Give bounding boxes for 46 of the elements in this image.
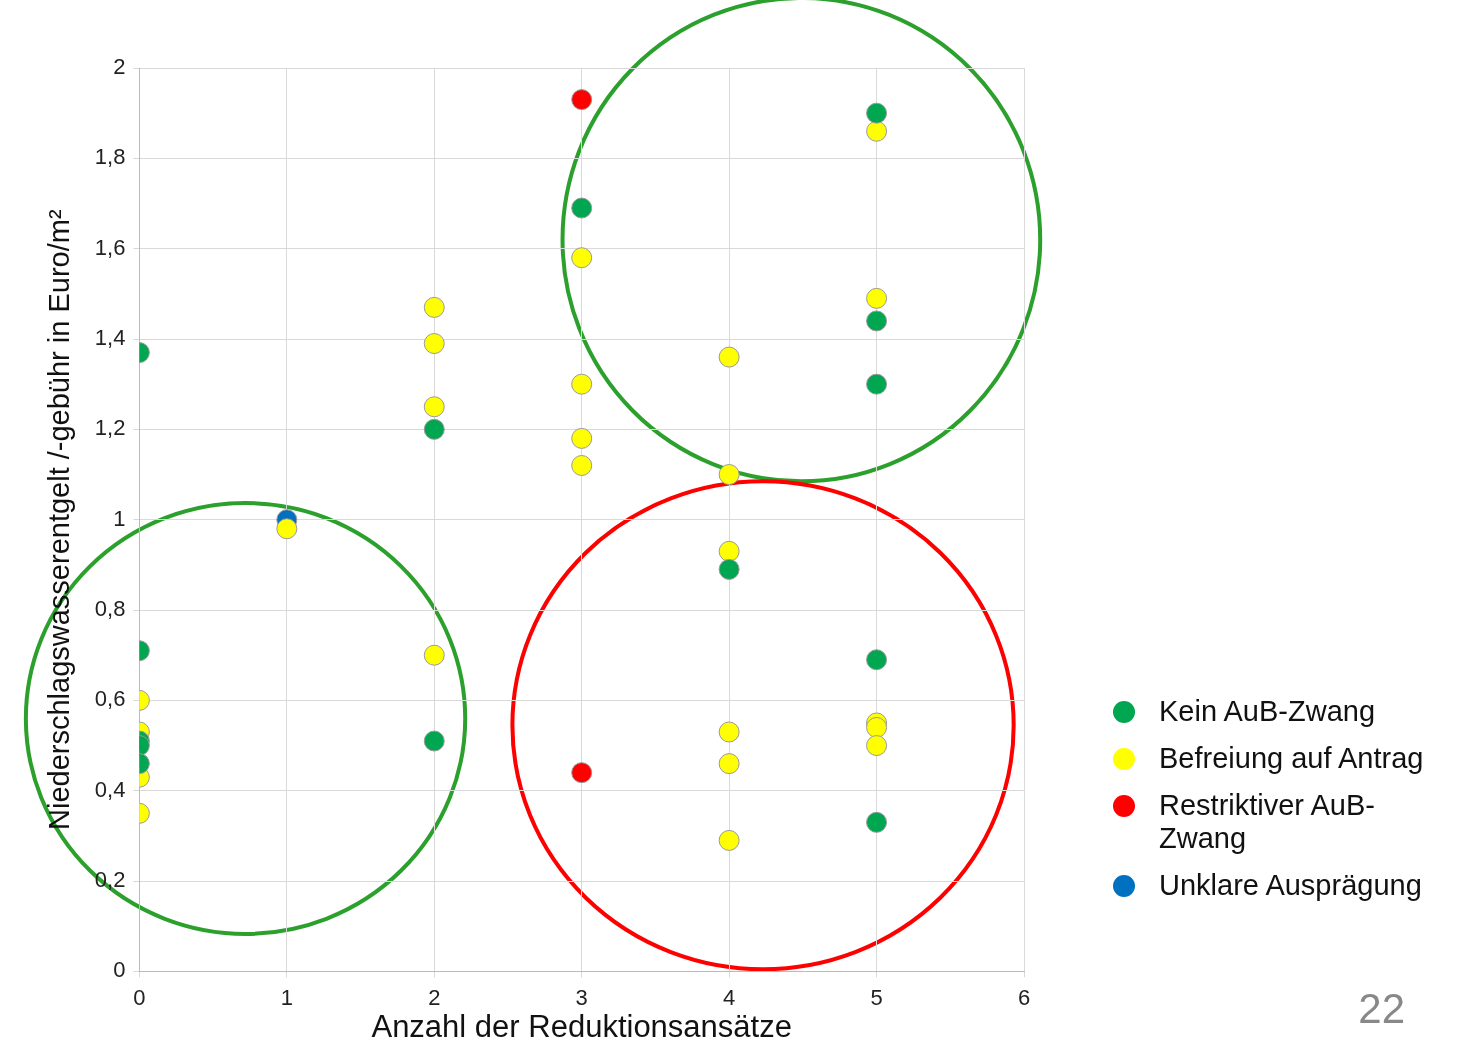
x-tick-label: 4 — [723, 984, 736, 1010]
point — [866, 373, 888, 395]
point — [866, 287, 888, 309]
x-tick-label: 3 — [575, 984, 588, 1010]
y-tick-label: 1,6 — [94, 234, 126, 260]
y-tick-label: 1,2 — [94, 415, 126, 441]
point — [866, 735, 888, 757]
y-axis-title: Niederschlagswasserentgelt /-gebühr in Euro/m² — [43, 209, 76, 830]
y-tick-label: 0,6 — [94, 686, 126, 712]
point — [866, 102, 888, 124]
y-tick-label: 0,4 — [94, 776, 126, 802]
point — [718, 464, 740, 486]
point — [571, 89, 593, 111]
point — [571, 455, 593, 476]
point — [571, 762, 593, 784]
y-tick-label: 0 — [113, 957, 126, 983]
point — [866, 310, 888, 332]
point — [718, 753, 740, 775]
x-tick-label: 6 — [1017, 984, 1031, 1010]
y-tick-label: 1 — [113, 505, 126, 531]
legend-label: Befreiung auf Antrag — [1159, 742, 1424, 775]
y-tick-label: 1,4 — [94, 325, 126, 351]
x-tick-label: 2 — [428, 984, 441, 1010]
text: 22 — [1358, 985, 1405, 1033]
legend-label: Kein AuB-Zwang — [1159, 695, 1376, 728]
point — [571, 427, 593, 449]
legend-label: Restriktiver AuB-Zwang — [1159, 789, 1376, 855]
y-tick-label: 0,8 — [94, 596, 126, 622]
point — [718, 346, 740, 368]
point — [866, 649, 888, 671]
y-tick-label: 1,8 — [94, 144, 126, 170]
x-axis-title: Anzahl der Reduktionsansätze — [371, 1008, 792, 1044]
point — [718, 829, 740, 851]
y-tick-label: 2 — [113, 54, 126, 80]
x-tick-label: 0 — [133, 984, 146, 1010]
point — [866, 811, 888, 833]
point — [571, 197, 593, 219]
x-tick-label: 1 — [280, 984, 293, 1010]
point — [718, 558, 740, 580]
point — [718, 540, 740, 562]
x-tick-label: 5 — [870, 984, 883, 1010]
legend-label: Unklare Ausprägung — [1159, 869, 1422, 902]
point — [571, 247, 593, 269]
point — [571, 373, 593, 395]
point — [866, 120, 888, 142]
point — [718, 721, 740, 743]
